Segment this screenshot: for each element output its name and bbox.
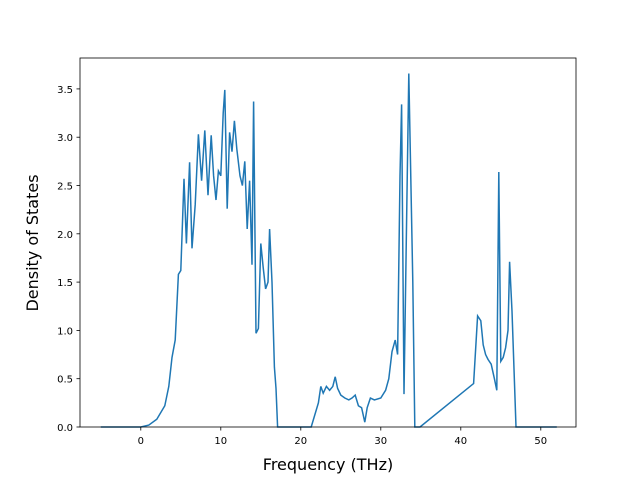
x-tick-label: 10	[214, 436, 227, 447]
x-tick-label: 40	[454, 436, 467, 447]
x-axis-label: Frequency (THz)	[263, 455, 393, 474]
plot-area	[100, 73, 557, 428]
dos-line	[100, 73, 557, 428]
x-tick-label: 50	[534, 436, 547, 447]
y-tick-label: 2.5	[57, 182, 73, 193]
y-tick-label: 3.0	[57, 133, 73, 144]
y-tick-label: 1.0	[57, 326, 73, 337]
axes-frame	[79, 57, 577, 428]
x-tick-label: 30	[374, 436, 387, 447]
y-axis-label: Density of States	[23, 174, 42, 311]
y-tick-label: 3.5	[57, 85, 73, 96]
x-tick-label: 0	[138, 436, 144, 447]
y-tick-label: 0.0	[57, 423, 73, 434]
y-tick-label: 1.5	[57, 278, 73, 289]
y-tick-label: 2.0	[57, 230, 73, 241]
x-tick-label: 20	[294, 436, 307, 447]
y-tick-label: 0.5	[57, 375, 73, 386]
